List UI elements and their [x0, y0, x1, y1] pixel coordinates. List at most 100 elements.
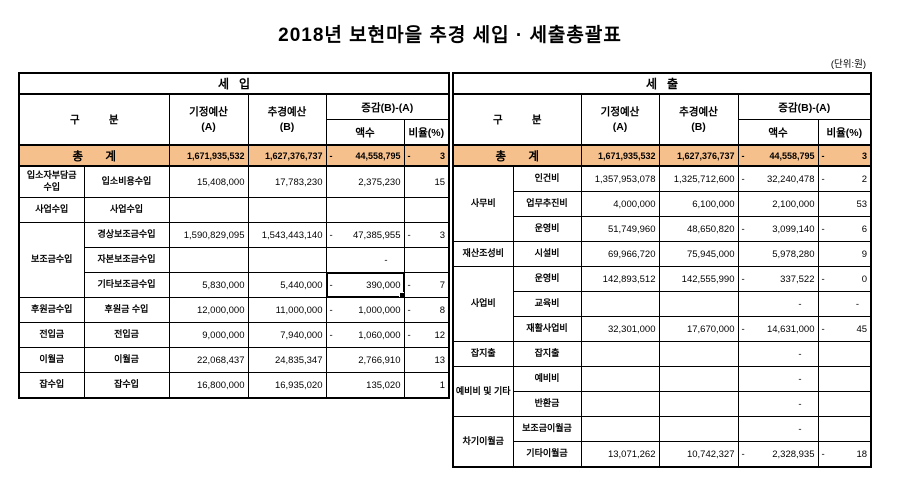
item-cell[interactable]: 기타보조금수입 — [83, 272, 170, 298]
group-cell[interactable]: 잡지출 — [452, 341, 514, 367]
budget-a-cell[interactable]: 16,800,000 — [168, 372, 249, 399]
item-cell[interactable]: 사업수입 — [83, 197, 170, 223]
budget-a-cell[interactable] — [168, 197, 249, 223]
diff-amount-cell[interactable]: - 1,060,000 — [325, 322, 405, 348]
budget-b-cell[interactable]: 142,555,990 — [658, 266, 739, 292]
budget-b-cell[interactable]: 7,940,000 — [247, 322, 327, 348]
item-cell[interactable]: 교육비 — [512, 291, 582, 317]
group-cell[interactable]: 사업비 — [452, 266, 514, 342]
diff-rate-cell[interactable]: -0 — [817, 266, 872, 292]
diff-amount-cell[interactable]: - 3,099,140 — [737, 216, 819, 242]
item-cell[interactable]: 예비비 — [512, 366, 582, 392]
selected-cell[interactable]: - 390,000 — [325, 272, 405, 298]
group-cell[interactable]: 예비비 및 기타 — [452, 366, 514, 417]
diff-amount-cell[interactable]: - 2,328,935 — [737, 441, 819, 468]
diff-rate-cell[interactable]: -3 — [403, 222, 450, 248]
budget-a-cell[interactable]: 1,357,953,078 — [580, 165, 660, 192]
budget-b-cell[interactable]: 24,835,347 — [247, 347, 327, 373]
header-amount[interactable]: 액수 — [325, 119, 405, 146]
group-cell[interactable]: 사업수입 — [18, 197, 85, 223]
item-cell[interactable]: 입소비용수입 — [83, 165, 170, 198]
header-budget-b[interactable]: 추경예산 (B) — [247, 93, 327, 146]
diff-amount-cell[interactable]: - — [737, 416, 819, 442]
budget-b-cell[interactable]: 10,742,327 — [658, 441, 739, 468]
diff-amount-cell[interactable]: - 44,558,795 — [325, 144, 405, 167]
item-cell[interactable]: 운영비 — [512, 266, 582, 292]
budget-b-cell[interactable]: 1,627,376,737 — [658, 144, 739, 167]
budget-a-cell[interactable]: 15,408,000 — [168, 165, 249, 198]
budget-b-cell[interactable]: 17,670,000 — [658, 316, 739, 342]
group-cell[interactable]: 잡수입 — [18, 372, 85, 399]
group-cell[interactable]: 이월금 — [18, 347, 85, 373]
budget-a-cell[interactable]: 9,000,000 — [168, 322, 249, 348]
diff-rate-cell[interactable] — [817, 366, 872, 392]
item-cell[interactable]: 운영비 — [512, 216, 582, 242]
diff-amount-cell[interactable]: - — [737, 391, 819, 417]
item-cell[interactable]: 반환금 — [512, 391, 582, 417]
group-cell[interactable]: 입소자부담금 수입 — [18, 165, 85, 198]
group-cell[interactable]: 전입금 — [18, 322, 85, 348]
budget-a-cell[interactable] — [580, 416, 660, 442]
section-title-expenditure[interactable]: 세 출 — [452, 72, 872, 95]
item-cell[interactable]: 이월금 — [83, 347, 170, 373]
item-cell[interactable]: 시설비 — [512, 241, 582, 267]
diff-rate-cell[interactable]: - 45 — [817, 316, 872, 342]
diff-amount-cell[interactable]: - — [737, 341, 819, 367]
diff-rate-cell[interactable] — [817, 416, 872, 442]
fill-handle[interactable] — [398, 292, 403, 297]
header-gubun[interactable]: 구 분 — [452, 93, 582, 146]
diff-rate-cell[interactable]: - 18 — [817, 441, 872, 468]
diff-rate-cell[interactable]: 9 — [817, 241, 872, 267]
item-cell[interactable]: 전입금 — [83, 322, 170, 348]
budget-b-cell[interactable] — [658, 391, 739, 417]
budget-b-cell[interactable] — [658, 341, 739, 367]
budget-b-cell[interactable]: 75,945,000 — [658, 241, 739, 267]
budget-a-cell[interactable]: 1,590,829,095 — [168, 222, 249, 248]
item-cell[interactable]: 잡수입 — [83, 372, 170, 399]
budget-a-cell[interactable]: 51,749,960 — [580, 216, 660, 242]
budget-a-cell[interactable]: 12,000,000 — [168, 297, 249, 323]
budget-a-cell[interactable] — [168, 247, 249, 273]
header-diff[interactable]: 증감(B)-(A) — [737, 93, 872, 120]
budget-a-cell[interactable]: 142,893,512 — [580, 266, 660, 292]
diff-amount-cell[interactable]: - 32,240,478 — [737, 165, 819, 192]
diff-rate-cell[interactable] — [403, 247, 450, 273]
item-cell[interactable]: 기타이월금 — [512, 441, 582, 468]
item-cell[interactable]: 보조금이월금 — [512, 416, 582, 442]
group-cell[interactable]: 재산조성비 — [452, 241, 514, 267]
header-budget-a[interactable]: 기정예산 (A) — [168, 93, 249, 146]
budget-b-cell[interactable] — [658, 366, 739, 392]
group-cell[interactable]: 후원금수입 — [18, 297, 85, 323]
budget-b-cell[interactable] — [658, 291, 739, 317]
header-budget-a[interactable]: 기정예산 (A) — [580, 93, 660, 146]
item-cell[interactable]: 재활사업비 — [512, 316, 582, 342]
budget-a-cell[interactable]: 4,000,000 — [580, 191, 660, 217]
header-budget-b[interactable]: 추경예산 (B) — [658, 93, 739, 146]
diff-amount-cell[interactable]: - 14,631,000 — [737, 316, 819, 342]
diff-amount-cell[interactable]: - 44,558,795 — [737, 144, 819, 167]
budget-b-cell[interactable] — [658, 416, 739, 442]
budget-a-cell[interactable]: 13,071,262 — [580, 441, 660, 468]
budget-a-cell[interactable] — [580, 366, 660, 392]
header-diff[interactable]: 증감(B)-(A) — [325, 93, 450, 120]
budget-b-cell[interactable] — [247, 197, 327, 223]
budget-a-cell[interactable]: 1,671,935,532 — [168, 144, 249, 167]
total-label[interactable]: 총 계 — [18, 144, 170, 167]
budget-b-cell[interactable]: 48,650,820 — [658, 216, 739, 242]
item-cell[interactable]: 잡지출 — [512, 341, 582, 367]
diff-rate-cell[interactable]: 1 — [403, 372, 450, 399]
budget-b-cell[interactable]: 17,783,230 — [247, 165, 327, 198]
item-cell[interactable]: 자본보조금수입 — [83, 247, 170, 273]
diff-amount-cell[interactable]: 135,020 — [325, 372, 405, 399]
diff-amount-cell[interactable]: - — [737, 291, 819, 317]
group-cell[interactable]: 사무비 — [452, 165, 514, 242]
budget-b-cell[interactable]: 1,627,376,737 — [247, 144, 327, 167]
diff-amount-cell[interactable]: 2,100,000 — [737, 191, 819, 217]
diff-amount-cell[interactable]: - 1,000,000 — [325, 297, 405, 323]
item-cell[interactable]: 인건비 — [512, 165, 582, 192]
group-cell[interactable]: 차기이월금 — [452, 416, 514, 468]
item-cell[interactable]: 업무추진비 — [512, 191, 582, 217]
item-cell[interactable]: 경상보조금수입 — [83, 222, 170, 248]
budget-a-cell[interactable]: 1,671,935,532 — [580, 144, 660, 167]
diff-amount-cell[interactable]: 2,766,910 — [325, 347, 405, 373]
